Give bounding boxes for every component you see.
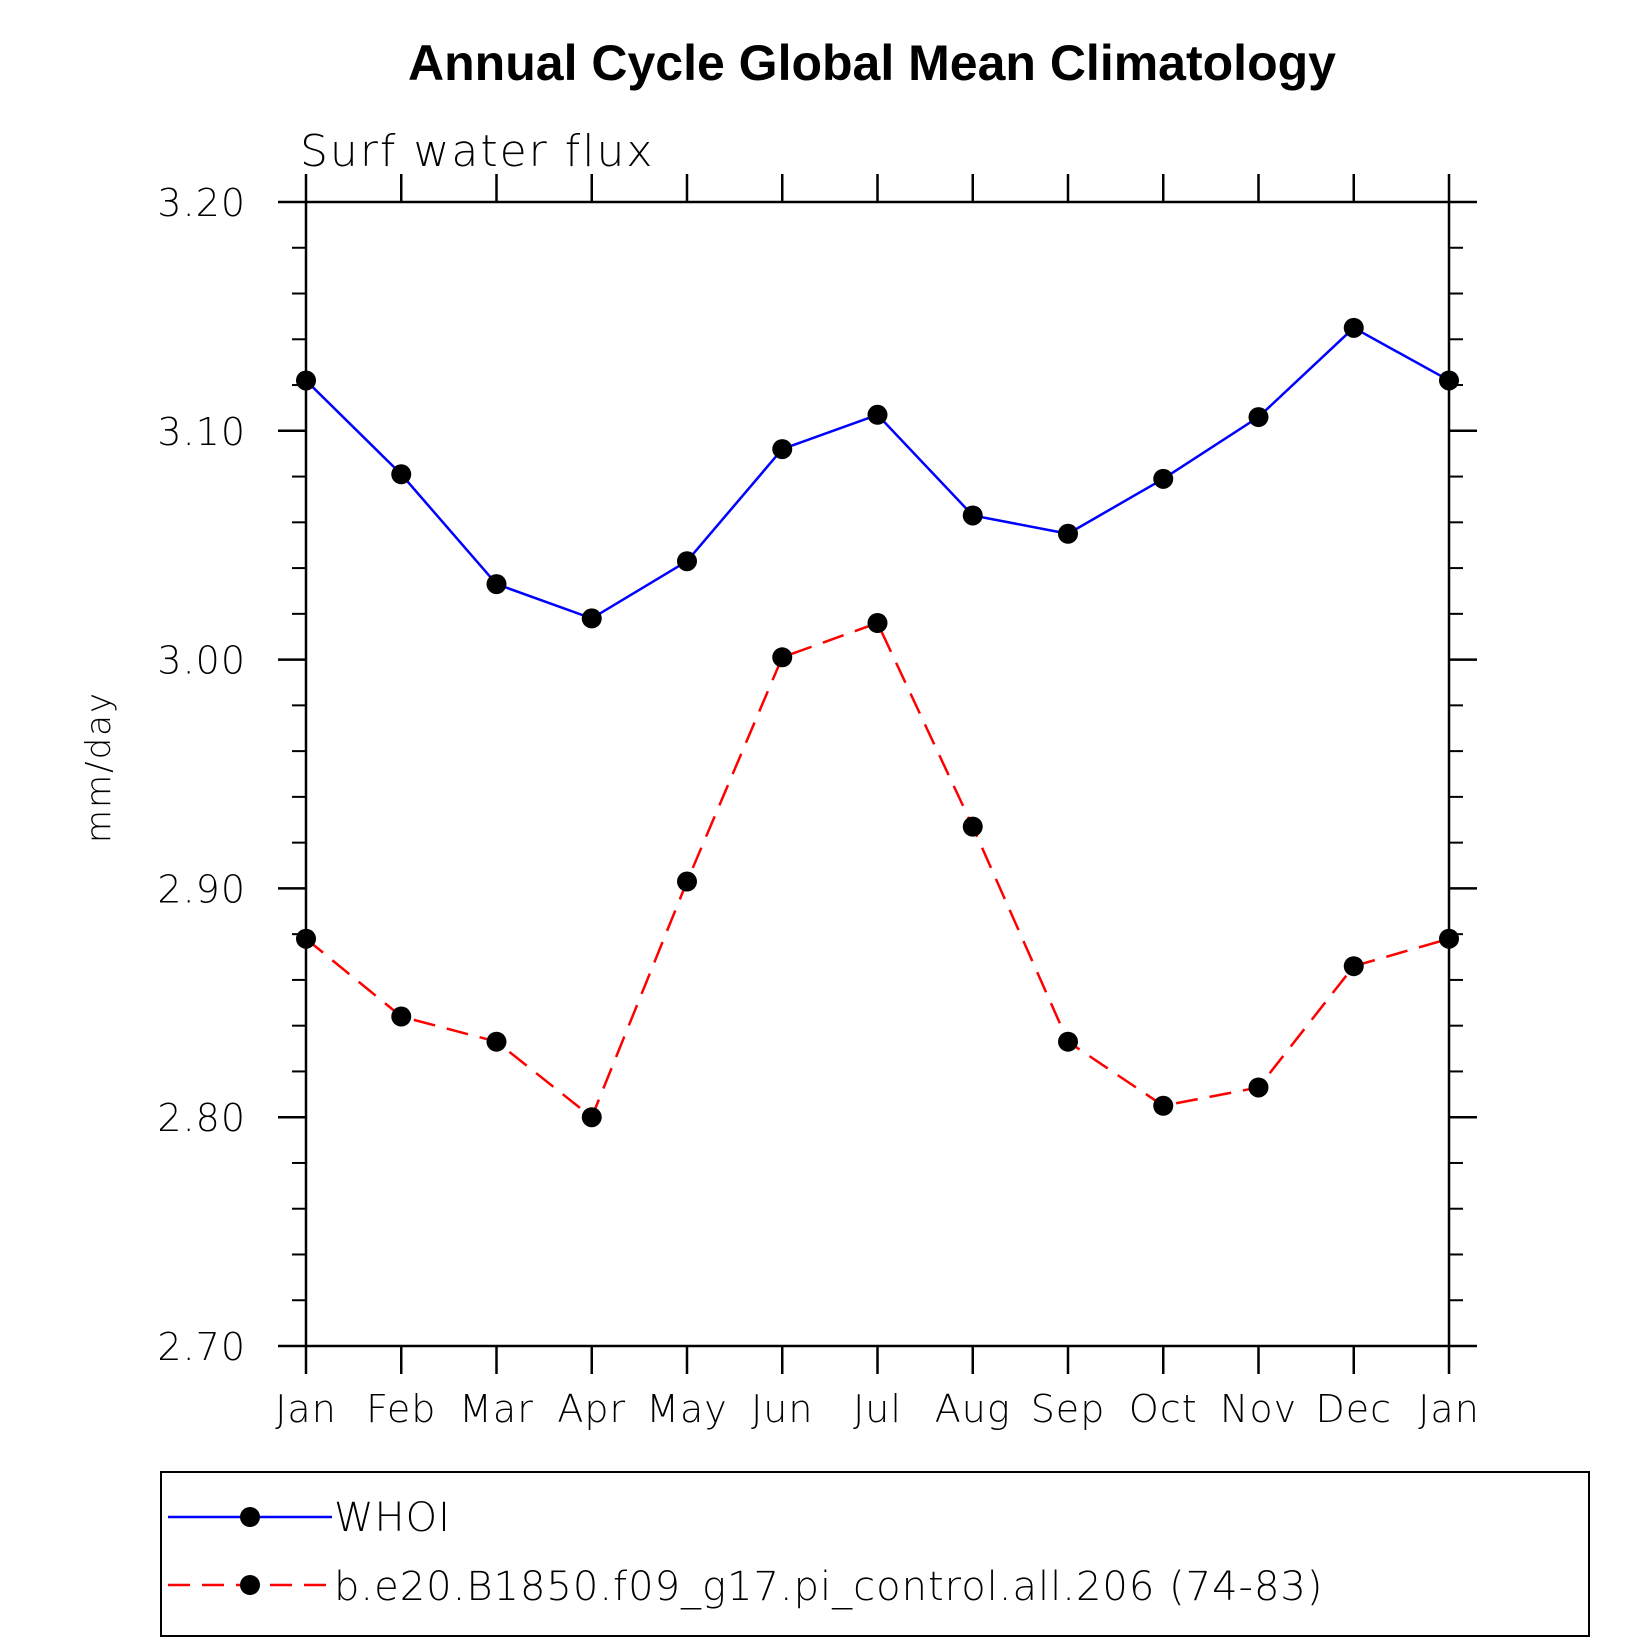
data-point-0 <box>1343 317 1364 338</box>
series-markers <box>296 317 1459 1128</box>
legend-label-whoi: WHOI <box>334 1495 451 1541</box>
data-point-0 <box>677 551 697 572</box>
x-tick-label: Aug <box>935 1387 1011 1431</box>
x-tick-label: Jan <box>1418 1387 1480 1431</box>
data-point-0 <box>772 439 793 460</box>
data-point-1 <box>296 928 316 949</box>
data-point-1 <box>962 816 983 837</box>
data-point-0 <box>486 574 507 595</box>
legend-label-model: b.e20.B1850.f09_g17.pi_control.all.206 (… <box>334 1564 1323 1610</box>
legend-marker-whoi <box>240 1507 260 1527</box>
data-point-1 <box>1153 1095 1174 1116</box>
x-tick-label: Jul <box>853 1387 902 1431</box>
y-tick-label: 2.90 <box>157 867 246 911</box>
data-point-1 <box>1058 1031 1078 1052</box>
data-point-1 <box>772 647 793 668</box>
data-point-0 <box>1248 407 1269 428</box>
data-point-0 <box>1153 468 1174 489</box>
y-tick-label: 3.00 <box>157 639 246 683</box>
y-tick-label: 2.70 <box>157 1325 246 1369</box>
data-point-0 <box>296 370 316 391</box>
data-point-1 <box>1248 1077 1269 1098</box>
y-tick-label: 3.20 <box>157 181 246 225</box>
x-tick-label: Dec <box>1315 1387 1392 1431</box>
x-tick-label: Jan <box>275 1387 337 1431</box>
data-point-0 <box>391 464 412 485</box>
y-axis-label: mm/day <box>79 691 119 843</box>
x-tick-label: Jun <box>751 1387 813 1431</box>
chart-subtitle: Surf water flux <box>300 126 654 177</box>
data-point-1 <box>1343 956 1364 977</box>
data-point-1 <box>391 1006 412 1027</box>
data-point-1 <box>486 1031 507 1052</box>
x-tick-label: Feb <box>366 1387 436 1431</box>
data-point-1 <box>677 871 697 892</box>
x-tick-label: Apr <box>557 1387 626 1431</box>
data-point-0 <box>1439 370 1459 391</box>
data-point-0 <box>962 505 983 526</box>
data-point-1 <box>1439 928 1459 949</box>
x-tick-label: Oct <box>1129 1387 1198 1431</box>
legend-box <box>160 1471 1590 1637</box>
tick-labels: Jan Feb Mar Apr May Jun Jul Aug Sep Oct Nov Dec Jan 3… <box>157 181 1480 1431</box>
x-tick-label: Nov <box>1220 1387 1297 1431</box>
data-point-1 <box>867 612 888 633</box>
data-point-0 <box>581 608 602 629</box>
y-tick-label: 2.80 <box>157 1096 246 1140</box>
legend: WHOI b.e20.B1850.f09_g17.pi_control.all.… <box>160 1471 1590 1637</box>
x-tick-label: Mar <box>459 1387 534 1431</box>
y-tick-label: 3.10 <box>157 410 246 454</box>
legend-marker-model <box>240 1575 260 1595</box>
data-point-0 <box>1058 523 1078 544</box>
chart-title: Annual Cycle Global Mean Climatology <box>408 35 1336 91</box>
x-tick-label: May <box>646 1387 728 1431</box>
axis-ticks <box>278 174 1477 1374</box>
data-point-1 <box>581 1107 602 1128</box>
x-tick-label: Sep <box>1031 1387 1106 1431</box>
data-point-0 <box>867 404 888 425</box>
